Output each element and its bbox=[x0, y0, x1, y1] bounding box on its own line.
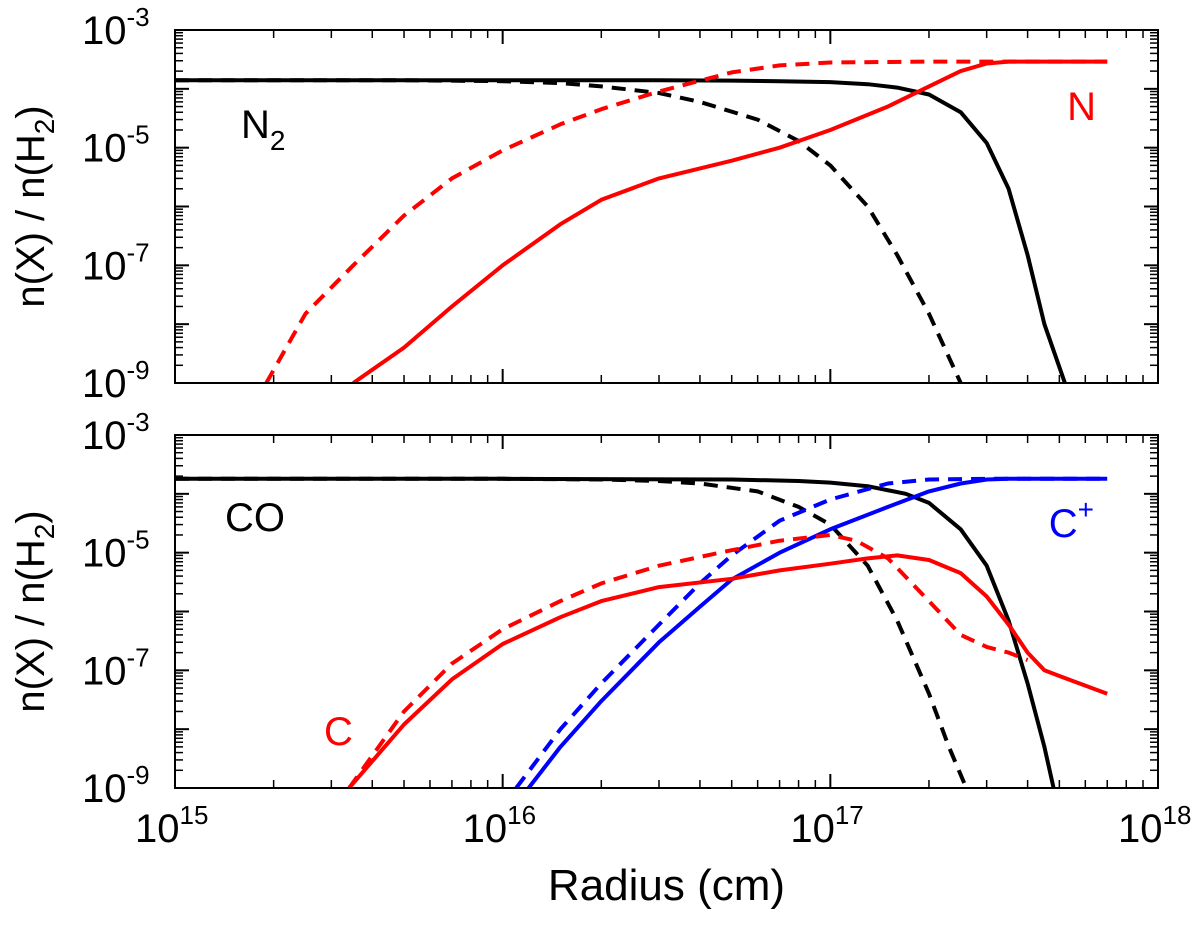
species-label-co: CO bbox=[225, 496, 285, 540]
y-axis-label: n(X) / n(H2) bbox=[9, 510, 60, 712]
y-axis-label: n(X) / n(H2) bbox=[9, 105, 60, 307]
y-tick-label: 10-5 bbox=[82, 525, 150, 576]
species-label-cplus: C+ bbox=[1049, 494, 1094, 546]
series-line-red-solid bbox=[347, 553, 1108, 788]
y-tick-label: 10-5 bbox=[82, 120, 150, 171]
x-tick-label: 1016 bbox=[463, 800, 536, 851]
series-line-blue-solid bbox=[527, 476, 1108, 788]
bottom-panel: 10-9 10-7 10-5 10-3 1015 1016 1017 1018 n(X) / n… bbox=[9, 407, 1191, 910]
y-tick-label: 10-7 bbox=[82, 237, 150, 288]
series-line-red-dashed bbox=[264, 59, 1108, 383]
series-line-black-solid bbox=[175, 78, 1067, 383]
y-tick-label: 10-7 bbox=[82, 642, 150, 693]
series-line-black-dashed bbox=[175, 476, 969, 788]
series-line-red-dashed bbox=[347, 533, 1029, 788]
series-line-black-dashed bbox=[175, 78, 963, 383]
series-line-red-solid bbox=[352, 59, 1108, 383]
y-tick-label: 10-9 bbox=[82, 760, 150, 811]
species-label-c: C bbox=[324, 710, 353, 754]
x-axis-label: Radius (cm) bbox=[548, 861, 785, 910]
y-tick-label: 10-3 bbox=[82, 407, 150, 458]
y-tick-label: 10-9 bbox=[82, 355, 150, 406]
species-label-n2: N2 bbox=[241, 103, 285, 156]
x-tick-label: 1015 bbox=[135, 800, 208, 851]
series-line-black-solid bbox=[175, 476, 1056, 788]
plot-frame bbox=[174, 434, 1159, 789]
y-tick-label: 10-3 bbox=[82, 2, 150, 53]
x-tick-label: 1017 bbox=[790, 800, 863, 851]
series-group bbox=[175, 476, 1108, 788]
series-line-blue-dashed bbox=[514, 476, 1108, 788]
species-label-n: N bbox=[1067, 85, 1096, 129]
x-tick-label: 1018 bbox=[1118, 800, 1191, 851]
series-group bbox=[175, 59, 1108, 383]
plot-frame bbox=[174, 29, 1159, 384]
top-panel: 10-9 10-7 10-5 10-3 n(X) / n(H2) N2 N bbox=[9, 2, 1159, 406]
